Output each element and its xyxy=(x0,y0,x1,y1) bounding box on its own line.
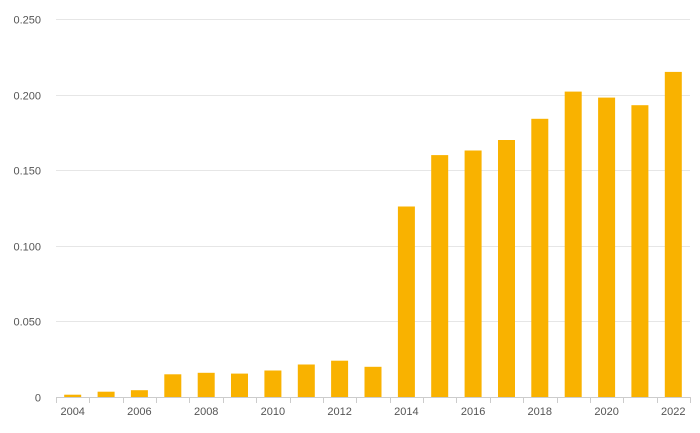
bar-2019 xyxy=(564,91,582,397)
bar-2021 xyxy=(631,105,649,397)
bar-2010 xyxy=(264,370,282,397)
bar-2012 xyxy=(331,360,349,397)
x-tick-label: 2010 xyxy=(261,406,285,418)
bar-2016 xyxy=(464,150,482,397)
bar-2008 xyxy=(197,372,215,397)
bar-2011 xyxy=(297,364,315,397)
bars xyxy=(64,71,682,398)
y-tick-label: 0.050 xyxy=(13,317,41,329)
bar-2006 xyxy=(130,390,148,397)
x-tick-label: 2012 xyxy=(327,406,351,418)
x-tick-label: 2004 xyxy=(60,406,84,418)
x-tick-label: 2018 xyxy=(528,406,552,418)
bar-2022 xyxy=(664,71,682,398)
y-tick-label: 0.250 xyxy=(13,15,41,27)
bar-2005 xyxy=(97,391,115,397)
y-axis-ticks: 0 0.050 0.100 0.150 0.200 0.250 xyxy=(13,15,41,405)
bar-2004 xyxy=(64,394,82,397)
x-tick-label: 2016 xyxy=(461,406,485,418)
bar-2014 xyxy=(397,206,415,397)
x-tick-label: 2020 xyxy=(594,406,618,418)
y-tick-label: 0.150 xyxy=(13,166,41,178)
bar-2007 xyxy=(164,374,182,397)
x-axis: 2004 2006 2008 2010 2012 2014 2016 2018 2020 2022 xyxy=(56,397,691,418)
gridlines xyxy=(56,19,690,322)
x-tick-label: 2006 xyxy=(127,406,151,418)
bar-2017 xyxy=(498,140,515,397)
x-tick-label: 2014 xyxy=(394,406,418,418)
y-tick-label: 0 xyxy=(35,393,41,405)
y-tick-label: 0.100 xyxy=(13,242,41,254)
bar-2015 xyxy=(431,155,449,397)
bar-2018 xyxy=(531,118,549,398)
bar-2009 xyxy=(231,373,248,397)
x-tick-label: 2008 xyxy=(194,406,218,418)
bar-2013 xyxy=(364,366,382,397)
x-tick-label: 2022 xyxy=(661,406,685,418)
bar-2020 xyxy=(598,97,616,397)
y-tick-label: 0.200 xyxy=(13,91,41,103)
